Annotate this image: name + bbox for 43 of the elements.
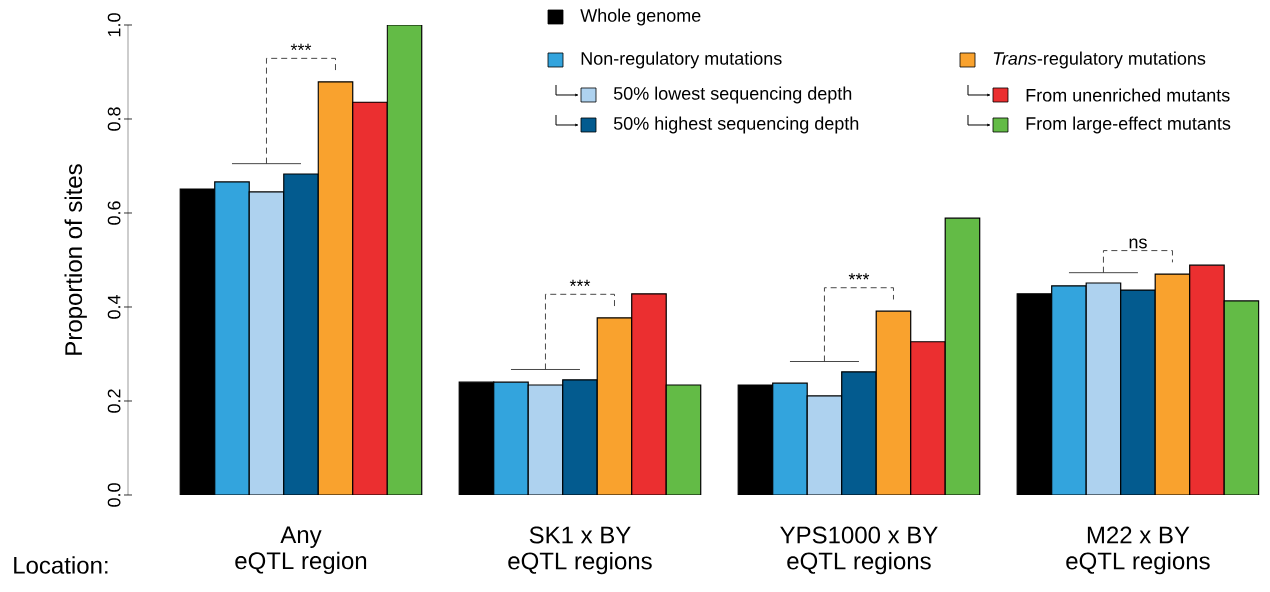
bar: [318, 81, 353, 495]
annotation: ***: [290, 43, 312, 51]
bar: [493, 381, 529, 495]
bar: [1120, 289, 1156, 495]
y-tick-label: 0.2: [107, 389, 121, 413]
x-tick-label: YPS1000 x BY eQTL regions: [780, 526, 938, 575]
text: Location:: [14, 556, 108, 574]
bar: [910, 341, 946, 495]
y-axis-title: Proportion of sites: [64, 164, 87, 355]
y-tick-label: 0.6: [107, 201, 121, 225]
bar: [214, 181, 250, 495]
x-tick-label: Any eQTL region: [235, 526, 367, 575]
legend-label: Non-regulatory mutations: [581, 51, 782, 69]
legend-label: Trans-regulatory mutations: [993, 51, 1206, 69]
bar: [1189, 264, 1225, 495]
bar: [806, 395, 843, 495]
legend-label: From unenriched mutants: [1026, 88, 1230, 102]
bar: [352, 102, 388, 495]
legend-label: From large-effect mutants: [1026, 116, 1231, 134]
x-tick-label: M22 x BY eQTL regions: [1066, 526, 1210, 575]
bar: [283, 173, 319, 495]
y-tick-label: 0.8: [107, 107, 121, 131]
bar: [1051, 285, 1087, 495]
annotation: ***: [569, 279, 591, 287]
bar: [631, 293, 667, 495]
bar: [562, 379, 598, 495]
annotation: ***: [848, 273, 870, 280]
x-tick-label: SK1 x BY eQTL regions: [508, 526, 652, 575]
bar: [1154, 273, 1191, 495]
y-tick-label: 0.4: [107, 295, 121, 319]
bar: [841, 371, 877, 495]
legend-label: 50% highest sequencing depth: [613, 116, 859, 134]
bar: [772, 382, 808, 495]
annotation: ns: [1129, 238, 1147, 249]
legend-label: 50% lowest sequencing depth: [613, 86, 852, 104]
bar: [1085, 282, 1122, 495]
bar: [527, 384, 564, 495]
bar: [249, 191, 284, 495]
y-tick-label: 1.0: [107, 13, 121, 37]
legend-label: Whole genome: [580, 8, 701, 26]
bar: [875, 310, 912, 495]
y-tick-label: 0.0: [107, 483, 121, 507]
bar: [596, 317, 633, 495]
